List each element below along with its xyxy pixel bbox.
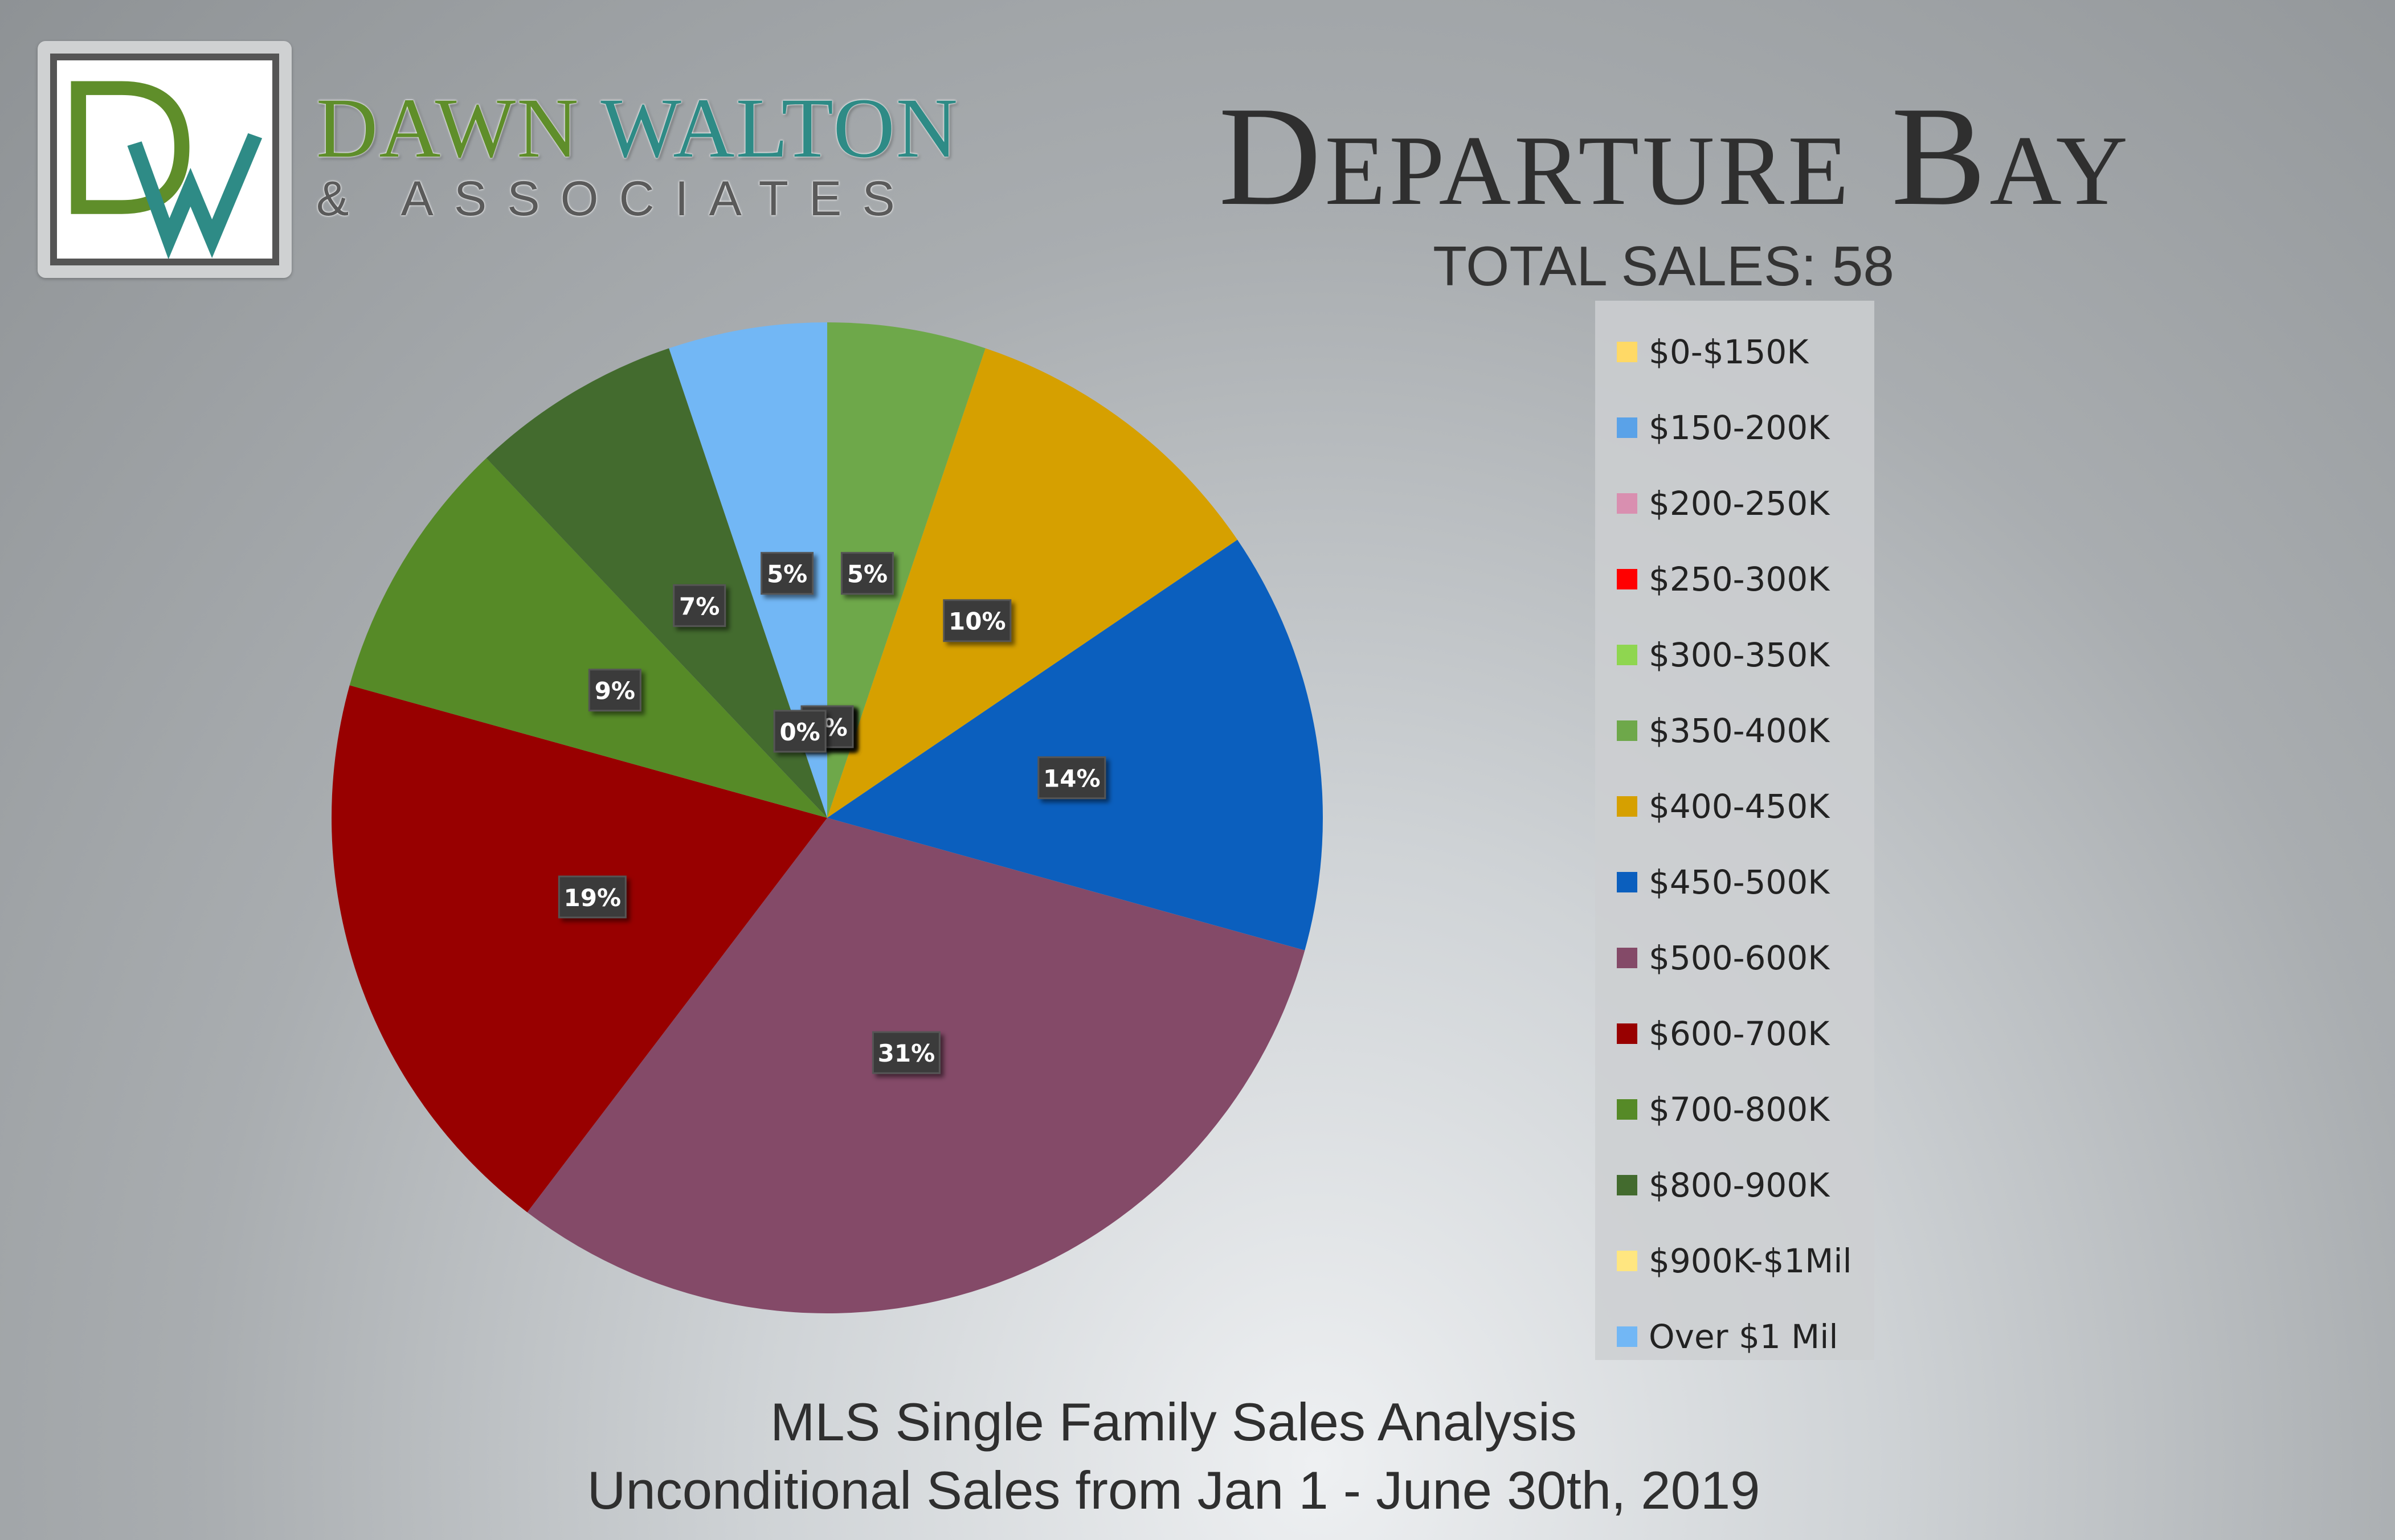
legend-label: $700-800K (1649, 1090, 1830, 1129)
footer-line-2: Unconditional Sales from Jan 1 - June 30… (587, 1460, 1760, 1520)
legend-item: $150-200K (1617, 399, 1829, 456)
brand-wordmark: DAWN WALTON & ASSOCIATES (316, 85, 958, 226)
svg-text:14%: 14% (1043, 765, 1101, 793)
legend-swatch (1617, 872, 1637, 892)
brand-name-last: WALTON (600, 81, 959, 175)
legend-swatch (1617, 417, 1637, 438)
chart-legend: $0-$150K $150-200K $200-250K $250-300K $300-… (1595, 301, 1874, 1360)
legend-label: $150-200K (1649, 408, 1830, 447)
data-label: 14% (1037, 756, 1106, 800)
dw-monogram-icon (71, 81, 263, 259)
legend-label: $200-250K (1649, 484, 1830, 523)
legend-item: $800-900K (1617, 1157, 1829, 1214)
legend-item: $0-$150K (1617, 323, 1808, 380)
legend-swatch (1617, 569, 1637, 589)
legend-swatch (1617, 796, 1637, 817)
legend-item: Over $1 Mil (1617, 1308, 1838, 1365)
legend-swatch (1617, 645, 1637, 665)
legend-label: $400-450K (1649, 787, 1830, 826)
legend-item: $700-800K (1617, 1081, 1829, 1138)
page-title: Departure Bay (1218, 77, 2132, 235)
legend-label: $450-500K (1649, 863, 1830, 902)
brand-tagline: & ASSOCIATES (316, 171, 916, 226)
legend-item: $350-400K (1617, 702, 1829, 759)
legend-swatch (1617, 720, 1637, 741)
legend-label: $250-300K (1649, 560, 1830, 599)
legend-swatch (1617, 342, 1637, 362)
pie-slice (349, 458, 827, 818)
legend-swatch (1617, 1099, 1637, 1120)
legend-label: $600-700K (1649, 1014, 1830, 1053)
data-label: 10% (943, 599, 1012, 642)
pie-slice (669, 322, 827, 818)
svg-text:10%: 10% (949, 608, 1006, 636)
legend-item: $200-250K (1617, 475, 1829, 532)
svg-text:5%: 5% (847, 560, 888, 588)
data-label: 0% (773, 710, 827, 753)
data-label: 5% (840, 552, 894, 595)
data-label: 7% (673, 584, 726, 627)
legend-label: $300-350K (1649, 636, 1830, 674)
legend-label: $0-$150K (1649, 333, 1809, 371)
svg-text:7%: 7% (679, 592, 720, 620)
svg-text:5%: 5% (767, 560, 807, 588)
legend-item: $900K-$1Mil (1617, 1232, 1852, 1289)
svg-text:9%: 9% (595, 677, 635, 705)
legend-item: $400-450K (1617, 778, 1829, 835)
legend-label: Over $1 Mil (1649, 1317, 1838, 1356)
svg-text:31%: 31% (878, 1039, 935, 1067)
legend-swatch (1617, 1251, 1637, 1271)
legend-swatch (1617, 493, 1637, 514)
legend-item: $250-300K (1617, 551, 1829, 608)
legend-label: $800-900K (1649, 1166, 1830, 1205)
pie-slice (827, 348, 1238, 818)
footer-line-1: MLS Single Family Sales Analysis (770, 1392, 1577, 1452)
logo-badge (38, 41, 292, 278)
legend-label: $900K-$1Mil (1649, 1242, 1852, 1280)
data-label: 31% (872, 1031, 941, 1074)
legend-swatch (1617, 1023, 1637, 1044)
legend-item: $600-700K (1617, 1005, 1829, 1062)
legend-item: $500-600K (1617, 929, 1829, 986)
legend-item: $300-350K (1617, 626, 1829, 683)
pie-slice (827, 322, 986, 818)
legend-swatch (1617, 1326, 1637, 1347)
data-label: 5% (761, 552, 814, 595)
legend-item: $450-500K (1617, 854, 1829, 911)
legend-label: $350-400K (1649, 711, 1830, 750)
legend-swatch (1617, 1175, 1637, 1195)
data-label: 19% (558, 875, 627, 919)
pie-slice (827, 539, 1323, 951)
total-sales: TOTAL SALES: 58 (1433, 235, 1894, 297)
brand-name-first: DAWN (316, 81, 580, 175)
data-label: 9% (588, 669, 641, 712)
svg-text:0%: 0% (779, 718, 820, 746)
pie-slice (332, 685, 827, 1213)
legend-swatch (1617, 948, 1637, 968)
pie-slice (486, 348, 827, 818)
brand-name: DAWN WALTON (316, 85, 958, 171)
legend-label: $500-600K (1649, 939, 1830, 977)
svg-text:19%: 19% (564, 884, 622, 912)
